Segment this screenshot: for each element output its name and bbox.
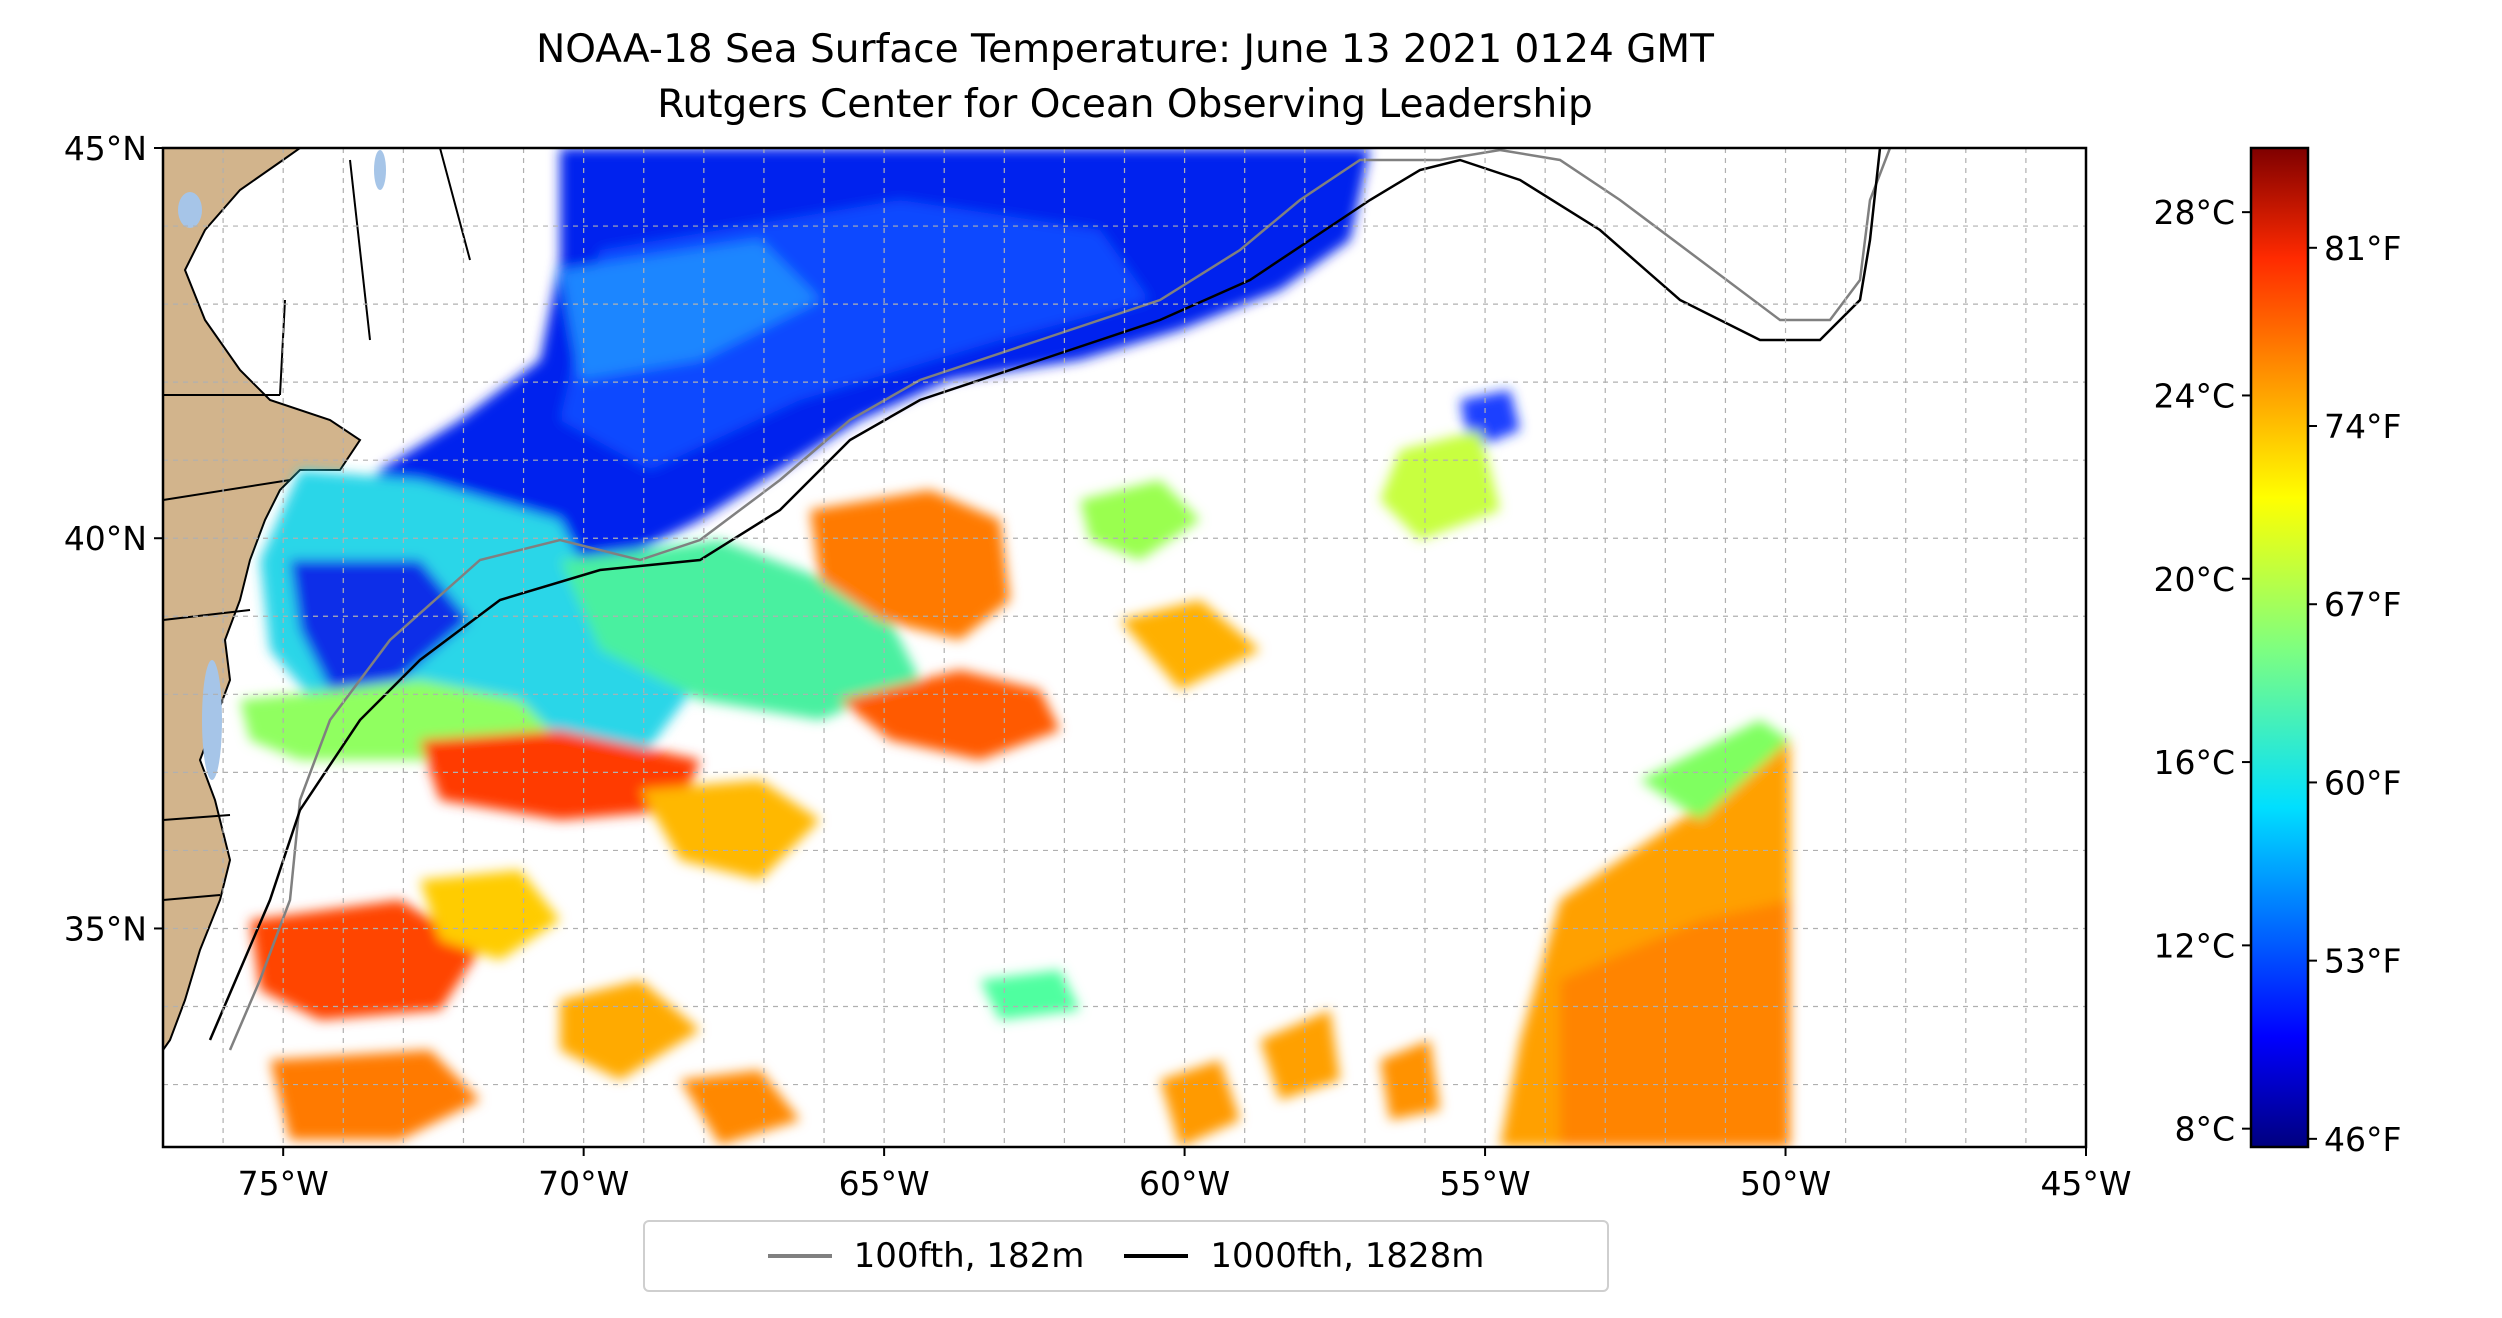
sst-field [240, 148, 1790, 1147]
longitude-axis: 75°W 70°W 65°W 60°W 55°W 50°W 45°W [238, 1147, 2132, 1203]
celsius-tick-label: 8°C [2174, 1110, 2235, 1149]
colorbar [2249, 146, 2310, 1149]
lon-tick-label: 50°W [1740, 1164, 1831, 1203]
celsius-tick-label: 12°C [2153, 926, 2235, 965]
celsius-tick-label: 16°C [2153, 743, 2235, 782]
colorbar-fahrenheit-axis: 81°F 74°F 67°F 60°F 53°F 46°F [2308, 229, 2401, 1159]
state-borders [163, 148, 471, 901]
map-content [163, 148, 1892, 1147]
fahrenheit-tick-label: 53°F [2324, 942, 2401, 981]
legend-entry-1000fth: 1000fth, 1828m [1124, 1236, 1484, 1276]
map-title: NOAA-18 Sea Surface Temperature: June 13… [160, 22, 2090, 132]
lake [178, 192, 202, 228]
legend-swatch-100fth [767, 1254, 832, 1258]
lon-tick-label: 75°W [238, 1164, 329, 1203]
legend-label-1000fth: 1000fth, 1828m [1210, 1236, 1485, 1276]
legend-entry-100fth: 100fth, 182m [767, 1236, 1085, 1276]
lake [374, 150, 386, 190]
celsius-tick-label: 28°C [2153, 193, 2235, 232]
map-frame [161, 146, 2088, 1149]
map-grid [162, 147, 2087, 1147]
legend-swatch-1000fth [1124, 1254, 1189, 1258]
colorbar-celsius-axis: 28°C 24°C 20°C 16°C 12°C 8°C [2153, 193, 2251, 1149]
lat-tick-label: 45°N [64, 129, 147, 168]
title-line-2: Rutgers Center for Ocean Observing Leade… [657, 82, 1593, 127]
lon-tick-label: 65°W [839, 1164, 930, 1203]
land-mass [163, 148, 362, 1052]
isobath-1000fth [208, 148, 1882, 1041]
fahrenheit-tick-label: 81°F [2324, 229, 2401, 268]
lon-tick-label: 45°W [2040, 1164, 2131, 1203]
celsius-tick-label: 20°C [2153, 560, 2235, 599]
fahrenheit-tick-label: 67°F [2324, 585, 2401, 624]
lon-tick-label: 60°W [1139, 1164, 1230, 1203]
title-line-1: NOAA-18 Sea Surface Temperature: June 13… [536, 27, 1714, 72]
celsius-tick-label: 24°C [2153, 376, 2235, 415]
fahrenheit-tick-label: 46°F [2324, 1120, 2401, 1159]
lon-tick-label: 70°W [538, 1164, 629, 1203]
bay [202, 660, 222, 780]
lon-tick-label: 55°W [1440, 1164, 1531, 1203]
isobath-legend: 100fth, 182m 1000fth, 1828m [643, 1220, 1609, 1292]
latitude-axis: 45°N 40°N 35°N [64, 129, 163, 948]
lat-tick-label: 35°N [64, 909, 147, 948]
isobath-100fth [228, 148, 1892, 1051]
lat-tick-label: 40°N [64, 519, 147, 558]
legend-label-100fth: 100fth, 182m [853, 1236, 1085, 1276]
fahrenheit-tick-label: 60°F [2324, 763, 2401, 802]
fahrenheit-tick-label: 74°F [2324, 407, 2401, 446]
